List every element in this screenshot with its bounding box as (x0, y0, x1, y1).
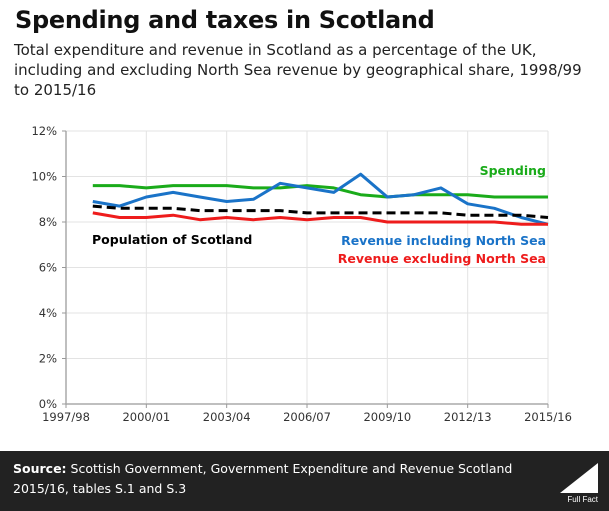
x-tick-label: 2006/07 (283, 410, 331, 424)
y-tick-label: 12% (31, 124, 57, 138)
gridlines (66, 130, 549, 404)
annotation-revenue-excluding-north-sea: Revenue excluding North Sea (338, 251, 546, 266)
x-tick-label: 1997/98 (42, 410, 90, 424)
y-tick-label: 2% (39, 352, 57, 366)
annotation-spending: Spending (480, 163, 546, 178)
series-line-revenue-excluding-north-sea (92, 211, 548, 226)
x-tick-label: 2000/01 (122, 410, 170, 424)
full-fact-logo: Full Fact (560, 463, 599, 503)
y-tick-label: 4% (39, 306, 57, 320)
series-line-revenue-including-north-sea (92, 172, 549, 226)
annotations: Spending Population of Scotland Revenue in… (92, 163, 546, 266)
source-text: Scottish Government, Government Expendit… (13, 461, 513, 496)
logo-triangle-icon (560, 463, 598, 493)
chart-subtitle: Total expenditure and revenue in Scotlan… (14, 41, 582, 99)
source-label: Source: (13, 461, 67, 476)
x-tick-label: 2003/04 (203, 410, 251, 424)
chart-title: Spending and taxes in Scotland (15, 6, 435, 34)
source-note: Source: Scottish Government, Government … (13, 459, 553, 499)
series-line-spending (92, 184, 548, 199)
x-tick-label: 2009/10 (363, 410, 411, 424)
y-tick-label: 10% (31, 170, 57, 184)
y-axis-ticks: 0% 2% 4% 6% 8% 10% 12% (31, 124, 66, 411)
y-tick-label: 8% (39, 215, 57, 229)
annotation-revenue-including-north-sea: Revenue including North Sea (341, 233, 546, 248)
y-tick-label: 0% (39, 397, 57, 411)
x-tick-label: 2012/13 (444, 410, 492, 424)
x-tick-label: 2015/16 (524, 410, 572, 424)
logo-text: Full Fact (567, 495, 598, 503)
line-chart: 0% 2% 4% 6% 8% 10% 12% 1997/98 2000/01 2003/04 20… (31, 124, 572, 424)
series-lines (92, 172, 549, 226)
y-tick-label: 6% (39, 261, 57, 275)
x-axis-ticks: 1997/98 2000/01 2003/04 2006/07 2009/10 2012/… (42, 404, 572, 424)
series-line-population-of-scotland (92, 204, 549, 219)
annotation-population-of-scotland: Population of Scotland (92, 232, 252, 247)
footer: Source: Scottish Government, Government … (0, 451, 609, 511)
